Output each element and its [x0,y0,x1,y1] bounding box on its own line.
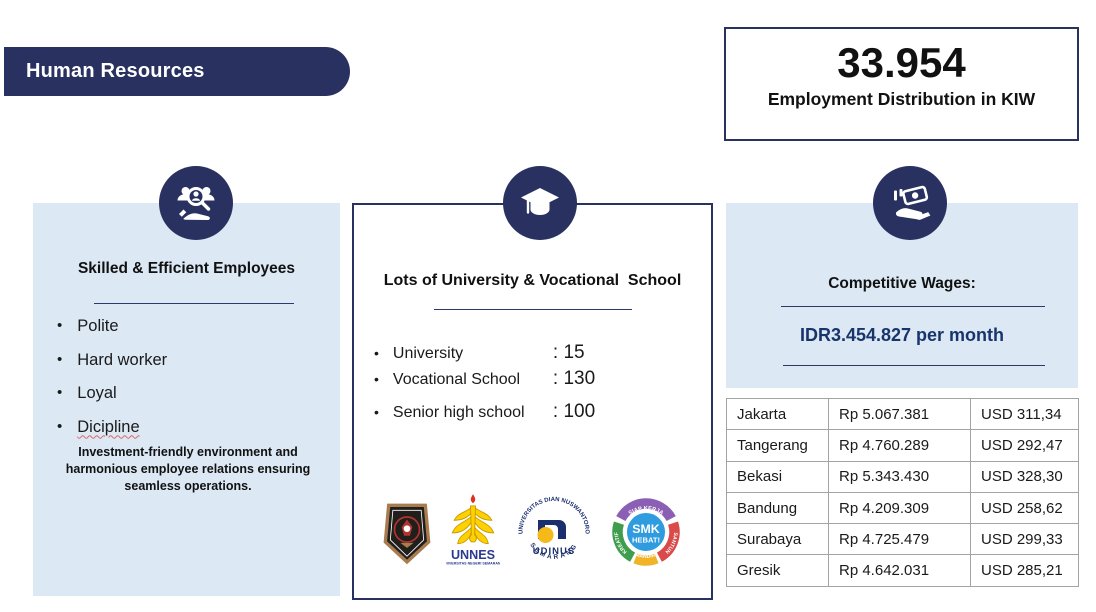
skills-bullet: Hard worker [57,344,167,378]
employment-stat-card: 33.954 Employment Distribution in KIW [724,27,1079,141]
undip-logo [383,503,430,565]
stat-label: University [392,345,464,362]
rp-cell: Rp 4.725.479 [828,523,971,556]
city-wage-table: Jakarta Rp 5.067.381 USD 311,34 Tangeran… [726,397,1079,587]
stat-value: : 100 [552,401,596,422]
city-cell: Tangerang [726,429,829,462]
unnes-subtext: UNIVERSITAS NEGERI SEMARANG [446,561,500,565]
stat-label: Vocational School [392,371,521,388]
education-stat-row: • University : 15 [374,342,634,364]
bullet-dot: • [374,371,379,387]
table-row: Jakarta Rp 5.067.381 USD 311,34 [726,397,1079,431]
svg-text:MANDIRI: MANDIRI [634,552,658,560]
wage-in-hand-glyph [894,185,931,220]
usd-cell: USD 311,34 [970,397,1079,431]
graduation-cap-icon [503,166,577,240]
rp-cell: Rp 4.642.031 [828,554,971,587]
education-stat-row: • Senior high school : 100 [374,401,634,423]
bullet-dot: • [374,345,379,361]
udinus-logo: UNIVERSITAS DIAN NUSWANTORO SEMARANG UDI… [518,497,589,561]
smk-hebat-logo: SIAP KERJA SANTUN MANDIRI KREATIF SMK HE… [611,498,680,566]
svg-text:UNIVERSITAS DIAN NUSWANTORO: UNIVERSITAS DIAN NUSWANTORO [518,497,589,535]
wages-divider-top [781,306,1045,307]
usd-cell: USD 328,30 [970,460,1079,493]
employment-total-label: Employment Distribution in KIW [767,89,1036,110]
education-stat-row: • Vocational School : 130 [374,368,634,390]
rp-cell: Rp 4.760.289 [828,429,971,462]
unnes-logo: UNNES UNIVERSITAS NEGERI SEMARANG [446,494,500,565]
education-divider [434,309,632,310]
page-title: Human Resources [26,60,205,82]
skills-divider [94,303,294,304]
skills-bullet-list: Polite Hard worker Loyal Dicipline [57,310,167,444]
wages-amount: IDR3.454.827 per month [799,325,1005,345]
smk-center-line1: SMK [632,522,660,536]
university-logos: UNNES UNIVERSITAS NEGERI SEMARANG UNIVER… [356,486,709,578]
talent-search-glyph [177,187,215,221]
udinus-arc-top-text: UNIVERSITAS DIAN NUSWANTORO [518,497,589,535]
table-row: Bekasi Rp 5.343.430 USD 328,30 [726,460,1079,493]
skills-bullet: Loyal [57,377,167,411]
skills-bullet-misspelled: Dicipline [77,417,140,436]
stat-label: Senior high school [392,404,525,421]
udinus-wordmark: UDINUS [532,546,574,557]
education-title: Lots of University & Vocational School [383,272,682,289]
rp-cell: Rp 5.067.381 [828,397,971,431]
education-stats: • University : 15 • Vocational School : … [374,342,634,423]
smk-center-line2: HEBAT! [631,535,659,544]
usd-cell: USD 292,47 [970,429,1079,462]
city-cell: Jakarta [726,397,829,431]
wage-in-hand-icon [873,166,947,240]
smk-arc-bottom-text: MANDIRI [634,552,658,560]
graduation-cap-glyph [521,188,559,215]
table-row: Gresik Rp 4.642.031 USD 285,21 [726,554,1079,587]
usd-cell: USD 258,62 [970,491,1079,525]
stat-value: : 130 [552,368,596,389]
city-cell: Bekasi [726,460,829,493]
skills-bullet: Polite [57,310,167,344]
table-row: Surabaya Rp 4.725.479 USD 299,33 [726,523,1079,556]
rp-cell: Rp 5.343.430 [828,460,971,493]
wages-divider-bottom [783,365,1045,366]
talent-search-icon [159,166,233,240]
usd-cell: USD 285,21 [970,554,1079,587]
city-cell: Surabaya [726,523,829,556]
city-cell: Gresik [726,554,829,587]
city-cell: Bandung [726,491,829,525]
employment-total-value: 33.954 [837,39,966,86]
bullet-dot: • [374,404,379,420]
table-row: Tangerang Rp 4.760.289 USD 292,47 [726,429,1079,462]
skills-title: Skilled & Efficient Employees [77,260,296,277]
skills-bullet: Dicipline [57,411,167,445]
page-title-banner: Human Resources [4,47,350,96]
rp-cell: Rp 4.209.309 [828,491,971,525]
unnes-wordmark: UNNES [450,548,494,562]
skills-note: Investment-friendly environment and harm… [65,445,311,493]
stat-value: : 15 [552,342,585,363]
table-row: Bandung Rp 4.209.309 USD 258,62 [726,491,1079,525]
wages-title: Competitive Wages: [828,275,976,292]
usd-cell: USD 299,33 [970,523,1079,556]
